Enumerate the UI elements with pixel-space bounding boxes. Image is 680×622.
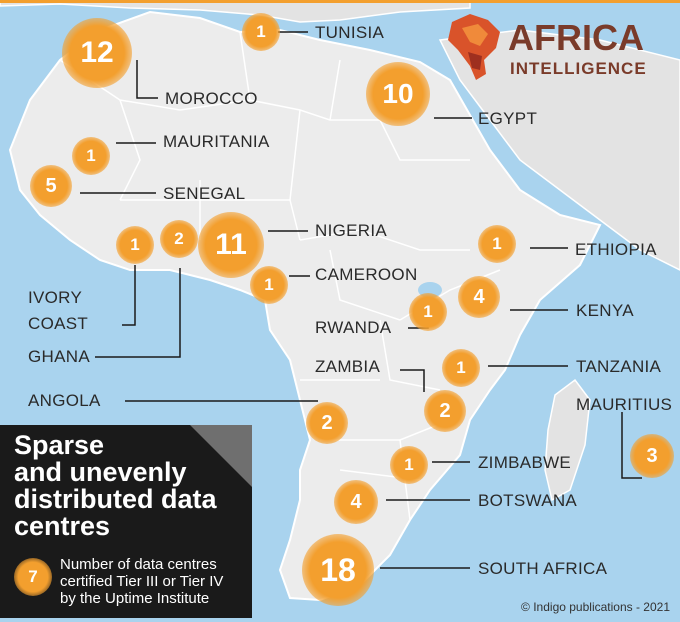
count-angola: 2 bbox=[306, 402, 348, 444]
label-ivory-coast-line1: IVORY bbox=[28, 288, 83, 307]
label-mauritania: MAURITANIA bbox=[163, 132, 270, 151]
panel-title-line: distributed data bbox=[14, 484, 217, 514]
label-tanzania: TANZANIA bbox=[576, 357, 662, 376]
count-tunisia: 1 bbox=[242, 13, 280, 51]
panel-legend: Number of data centres certified Tier II… bbox=[60, 556, 260, 607]
count-south-africa: 18 bbox=[302, 534, 374, 606]
legend-line: by the Uptime Institute bbox=[60, 590, 210, 607]
count-ivory-coast: 1 bbox=[116, 226, 154, 264]
count-tanzania: 1 bbox=[442, 349, 480, 387]
count-cameroon: 1 bbox=[250, 266, 288, 304]
label-cameroon: CAMEROON bbox=[315, 265, 418, 284]
count-ethiopia: 1 bbox=[478, 225, 516, 263]
label-tunisia: TUNISIA bbox=[315, 23, 385, 42]
panel-title-line: centres bbox=[14, 511, 111, 541]
label-zambia: ZAMBIA bbox=[315, 357, 381, 376]
count-morocco: 12 bbox=[62, 18, 132, 88]
label-ivory-coast-line2: COAST bbox=[28, 314, 89, 333]
logo-intelligence: INTELLIGENCE bbox=[510, 59, 647, 78]
logo-africa: AFRICA bbox=[508, 17, 644, 58]
count-botswana: 4 bbox=[334, 480, 378, 524]
count-zimbabwe: 1 bbox=[390, 446, 428, 484]
panel-title-line: and unevenly bbox=[14, 457, 187, 487]
legend-line: certified Tier III or Tier IV bbox=[60, 573, 224, 590]
count-mauritius: 3 bbox=[630, 434, 674, 478]
count-egypt: 10 bbox=[366, 62, 430, 126]
title-panel-bg bbox=[0, 425, 252, 618]
panel-title: Sparse and unevenly distributed data cen… bbox=[14, 432, 252, 540]
count-rwanda: 1 bbox=[409, 293, 447, 331]
label-kenya: KENYA bbox=[576, 301, 634, 320]
label-angola: ANGOLA bbox=[28, 391, 101, 410]
panel-title-line: Sparse bbox=[14, 430, 105, 460]
label-mauritius: MAURITIUS bbox=[576, 395, 673, 414]
label-senegal: SENEGAL bbox=[163, 184, 246, 203]
label-zimbabwe: ZIMBABWE bbox=[478, 453, 572, 472]
label-ethiopia: ETHIOPIA bbox=[575, 240, 657, 259]
label-ghana: GHANA bbox=[28, 347, 90, 366]
leader-lines bbox=[80, 31, 642, 569]
count-nigeria: 11 bbox=[198, 212, 264, 278]
count-senegal: 5 bbox=[30, 165, 72, 207]
label-rwanda: RWANDA bbox=[315, 318, 392, 337]
count-mauritania: 1 bbox=[72, 137, 110, 175]
africa-intelligence-logo-mark bbox=[448, 14, 500, 80]
count-kenya: 4 bbox=[458, 276, 500, 318]
label-south-africa: SOUTH AFRICA bbox=[478, 559, 608, 578]
label-morocco: MOROCCO bbox=[165, 89, 258, 108]
legend-bubble: 7 bbox=[14, 558, 52, 596]
label-botswana: BOTSWANA bbox=[478, 491, 578, 510]
count-zambia: 2 bbox=[424, 390, 466, 432]
count-ghana: 2 bbox=[160, 220, 198, 258]
label-nigeria: NIGERIA bbox=[315, 221, 388, 240]
label-egypt: EGYPT bbox=[478, 109, 538, 128]
copyright-credit: © Indigo publications - 2021 bbox=[521, 600, 670, 614]
legend-line: Number of data centres bbox=[60, 556, 217, 573]
